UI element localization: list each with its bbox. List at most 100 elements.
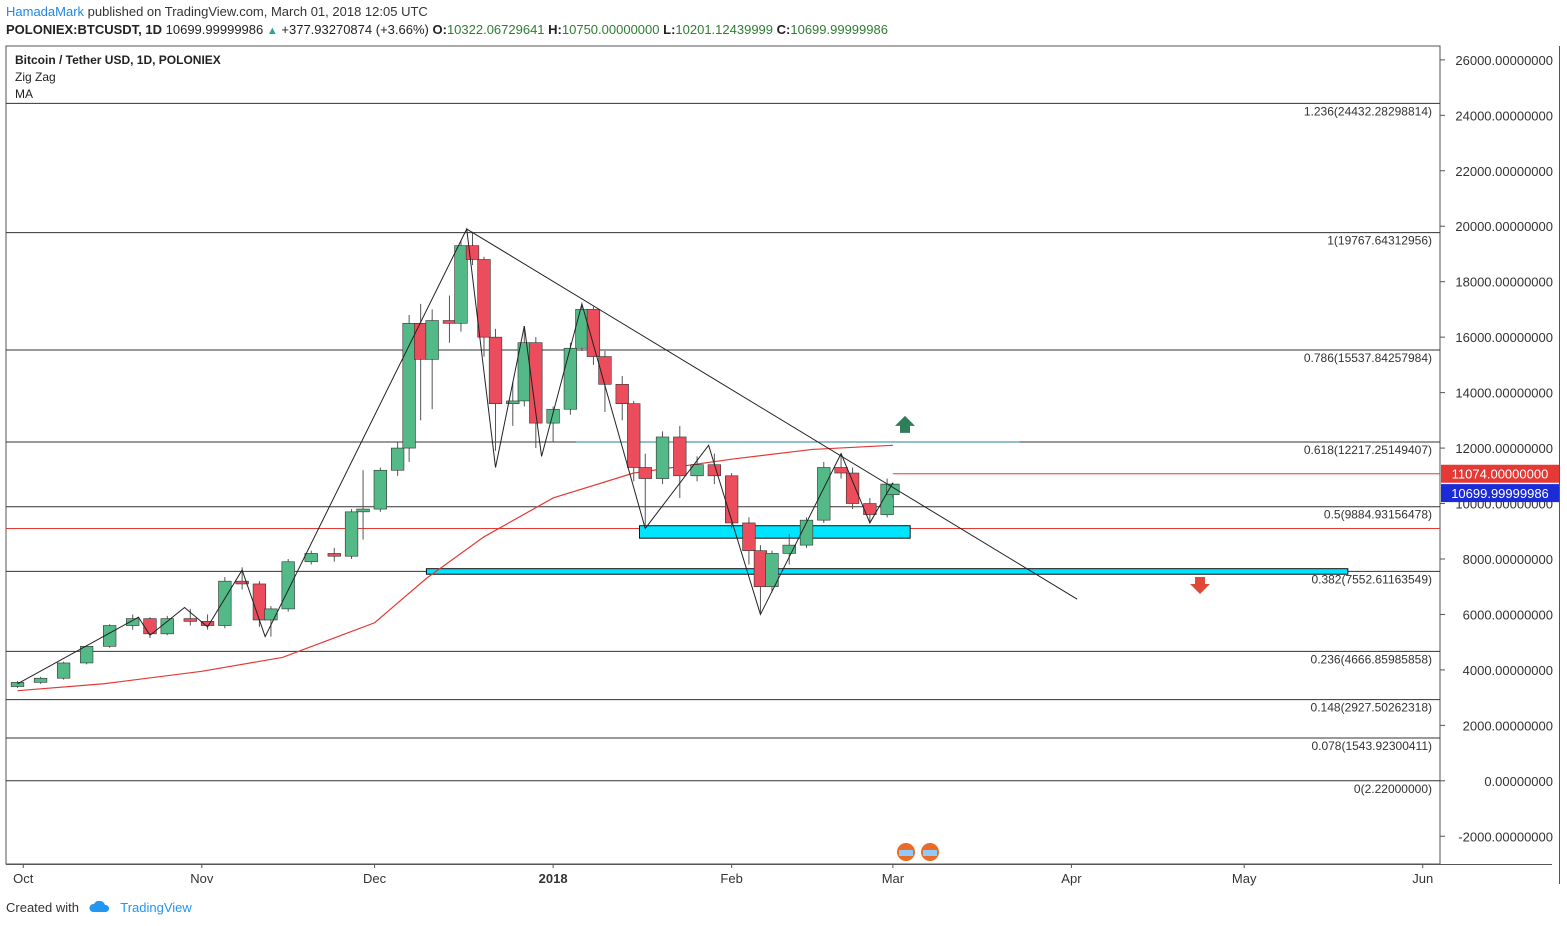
candle-body xyxy=(402,322,416,449)
legend-ma[interactable]: MA xyxy=(15,87,33,101)
candle-body xyxy=(753,550,768,588)
candle-body xyxy=(264,608,278,621)
candle-body xyxy=(356,508,370,513)
publish-header: HamadaMark published on TradingView.com,… xyxy=(0,0,1567,44)
candle-body xyxy=(327,553,341,557)
candle-body xyxy=(845,472,860,504)
candle-body xyxy=(414,322,428,360)
candle-body xyxy=(563,347,578,410)
price-tag xyxy=(1441,464,1559,483)
zigzag-line xyxy=(17,227,894,685)
x-tick-label: Feb xyxy=(720,871,742,886)
x-tick-label: Mar xyxy=(882,871,905,886)
price-tag xyxy=(1441,484,1559,503)
fib-level-label: 1.236(24432.28298814) xyxy=(1304,104,1432,118)
candle-body xyxy=(281,561,295,610)
candle-body xyxy=(707,464,721,477)
candle-body xyxy=(373,469,387,510)
price-chart[interactable]: 26000.00000000 24000.00000000 22000.000000… xyxy=(0,44,1567,896)
open-value: 10322.06729641 xyxy=(446,22,545,37)
fib-level-label: 0.786(15537.84257984) xyxy=(1304,351,1432,365)
high-value: 10750.00000000 xyxy=(561,22,660,37)
fib-level-label: 1(19767.64312956) xyxy=(1327,234,1432,248)
candle-body xyxy=(765,553,779,588)
x-tick-label: Apr xyxy=(1061,871,1082,886)
tradingview-cloud-icon xyxy=(89,900,111,916)
y-tick-label: 6000.00000000 xyxy=(1463,607,1553,622)
trend-line xyxy=(466,228,1078,600)
candle-body xyxy=(183,618,197,622)
candle-body xyxy=(725,475,739,524)
candle-body xyxy=(575,309,589,349)
fib-level-label: 0.236(4666.85985858) xyxy=(1311,652,1432,666)
author-link[interactable]: HamadaMark xyxy=(6,4,85,19)
y-tick-label: 0.00000000 xyxy=(1484,774,1553,789)
candle-body xyxy=(488,336,503,405)
legend-title: Bitcoin / Tether USD, 1D, POLONIEX xyxy=(15,53,221,67)
price-tag-label: 11074.00000000 xyxy=(1452,467,1549,482)
candle-body xyxy=(304,553,318,563)
fib-level-label: 0(2.22000000) xyxy=(1354,782,1432,796)
support-zone xyxy=(425,568,1349,575)
x-tick-label: Oct xyxy=(13,871,34,886)
y-tick-label: 24000.00000000 xyxy=(1455,108,1553,123)
y-tick-label: 22000.00000000 xyxy=(1455,164,1553,179)
y-tick-label: 16000.00000000 xyxy=(1455,330,1553,345)
fib-level-label: 0.5(9884.93156478) xyxy=(1324,508,1432,522)
candle-body xyxy=(344,511,359,557)
y-tick-label: -2000.00000000 xyxy=(1458,829,1553,844)
created-with-text: Created with xyxy=(6,900,79,915)
x-tick-label: 2018 xyxy=(539,871,568,886)
legend-zigzag[interactable]: Zig Zag xyxy=(15,70,56,84)
candle-body xyxy=(200,621,215,626)
candle-body xyxy=(655,436,670,479)
candle-body xyxy=(10,682,25,687)
candle-body xyxy=(465,245,480,260)
candle-body xyxy=(252,583,267,621)
publish-line: HamadaMark published on TradingView.com,… xyxy=(6,4,428,19)
candle-body xyxy=(126,618,140,626)
x-tick-label: May xyxy=(1232,871,1257,886)
candle-body xyxy=(425,320,439,360)
quote-line: POLONIEX:BTCUSDT, 1D 10699.99999986 ▲ +3… xyxy=(6,22,888,37)
x-tick-label: Dec xyxy=(363,871,387,886)
chart-legend: Bitcoin / Tether USD, 1D, POLONIEX Zig Z… xyxy=(15,52,221,103)
candle-body xyxy=(742,522,756,551)
candle-body xyxy=(79,646,94,664)
close-label: C: xyxy=(776,22,791,37)
price-axis-border xyxy=(1559,46,1560,884)
candle-body xyxy=(799,519,814,546)
high-label: H: xyxy=(548,22,562,37)
y-tick-label: 8000.00000000 xyxy=(1463,552,1553,567)
candle-body xyxy=(529,342,543,424)
x-axis-line xyxy=(6,864,1552,865)
tradingview-link[interactable]: TradingView xyxy=(120,900,192,915)
moving-average-line xyxy=(17,444,893,692)
y-tick-label: 20000.00000000 xyxy=(1455,219,1553,234)
candle-body xyxy=(638,467,652,479)
y-tick-label: 18000.00000000 xyxy=(1455,275,1553,290)
y-tick-label: 4000.00000000 xyxy=(1463,663,1553,678)
y-tick-label: 14000.00000000 xyxy=(1455,386,1553,401)
support-zone xyxy=(638,525,911,539)
last-price: 10699.99999986 xyxy=(165,22,264,37)
candle-body xyxy=(690,464,704,477)
candle-body xyxy=(390,447,405,471)
candle-body xyxy=(673,436,687,477)
price-change: +377.93270874 (+3.66%) xyxy=(281,22,429,37)
low-value: 10201.12439999 xyxy=(675,22,774,37)
fib-level-label: 0.618(12217.25149407) xyxy=(1304,443,1432,457)
candle-body xyxy=(33,677,48,683)
fib-level-label: 0.382(7552.61163549) xyxy=(1311,572,1432,586)
plot-area xyxy=(5,45,1441,865)
candle-body xyxy=(442,320,457,324)
y-tick-label: 12000.00000000 xyxy=(1455,441,1553,456)
event-flag-icon xyxy=(923,850,937,856)
candle-body xyxy=(56,662,71,679)
candle-body xyxy=(782,544,796,554)
candle-body xyxy=(627,403,641,468)
published-text: published on TradingView.com, March 01, … xyxy=(87,4,428,19)
event-flag-icon xyxy=(899,850,913,856)
y-tick-label: 2000.00000000 xyxy=(1463,718,1553,733)
candle-body xyxy=(863,503,877,515)
